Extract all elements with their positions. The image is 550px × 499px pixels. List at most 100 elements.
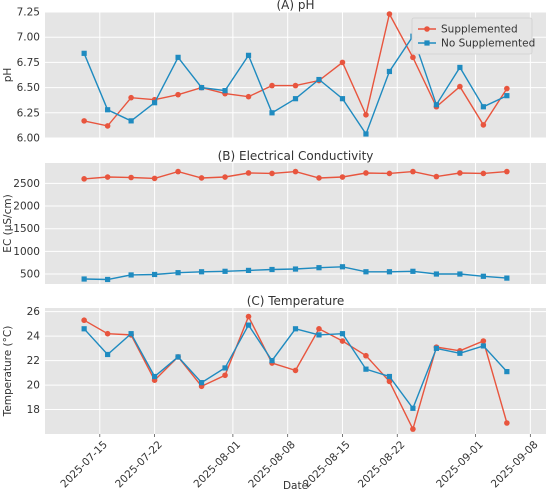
data-point-circle [410,54,416,61]
data-point-square [316,265,322,271]
x-axis-label: Date [283,480,308,492]
data-point-square [198,85,205,91]
data-point-circle [480,122,487,128]
x-tick-label: 2025-08-01 [191,439,243,491]
data-point-circle [175,168,181,175]
panel-2: 500 1000 1500 2000 2500 (B) Electrical Conduc… [2,149,546,284]
data-point-square [386,269,393,275]
data-point-square [316,76,322,83]
data-point-circle [292,367,299,374]
x-tick-label: 2025-08-15 [301,439,353,491]
data-point-circle [363,170,369,176]
legend-marker [424,26,430,32]
data-point-square [292,96,299,102]
data-point-square [198,380,205,386]
data-point-circle [504,85,510,92]
data-point-circle [222,372,228,379]
data-point-circle [480,170,487,177]
data-point-square [245,322,252,328]
data-point-square [269,358,275,364]
y-tick-label: 1000 [13,246,40,258]
data-point-square [504,275,510,281]
x-tick-label: 2025-09-01 [434,439,486,491]
data-point-circle [363,352,369,359]
data-point-circle [339,174,346,180]
legend: Supplemented No Supplemented [411,17,535,55]
data-point-circle [457,170,463,176]
y-tick-label: 7.00 [17,32,40,44]
data-point-circle [504,168,510,175]
data-point-square [339,264,346,270]
data-point-circle [386,170,393,177]
data-point-square [151,271,158,278]
panel-title: (B) Electrical Conductivity [218,149,374,163]
data-point-square [269,266,275,273]
data-point-circle [339,59,346,66]
data-point-square [105,351,111,358]
data-point-circle [410,426,416,432]
data-point-square [81,276,87,282]
y-axis-label: pH [2,68,14,83]
data-point-square [128,272,134,278]
y-tick-label: 18 [27,404,40,416]
legend-label: Supplemented [441,24,518,36]
panel-1: 6.00 6.25 6.50 6.75 7.00 7.25 (A) pH pH Suppleme… [2,0,546,145]
data-point-square [480,343,486,349]
data-point-circle [292,82,299,89]
data-point-circle [128,94,134,101]
data-point-circle [151,175,158,182]
data-point-circle [480,338,487,344]
y-axis-label: Temperature (°C) [2,326,14,418]
data-point-circle [198,175,205,181]
data-point-circle [457,83,463,90]
data-point-square [316,332,322,338]
data-point-square [410,268,416,274]
y-tick-label: 24 [27,331,41,343]
y-tick-label: 2000 [13,201,40,213]
panel-3: 18 20 22 24 26 (C) Temperature Temperature (°C… [2,294,546,492]
data-point-square [433,102,440,108]
y-tick-label: 26 [27,306,41,318]
data-point-square [81,50,87,56]
x-tick-label: 2025-07-22 [113,439,165,491]
data-point-circle [316,325,322,332]
y-tick-label: 1500 [13,223,40,235]
legend-marker [424,40,430,46]
y-tick-label: 6.75 [17,57,40,69]
panel-title: (C) Temperature [247,294,345,308]
y-tick-label: 20 [27,380,40,392]
data-point-square [363,131,369,137]
data-point-square [339,96,346,102]
data-point-square [457,350,463,356]
y-tick-label: 6.25 [17,107,40,119]
data-point-circle [363,112,369,118]
data-point-square [339,331,346,337]
data-point-circle [410,168,416,175]
data-point-square [363,366,369,372]
data-point-square [433,271,440,277]
data-point-square [105,276,111,283]
data-point-square [457,64,463,71]
legend-label: No Supplemented [441,38,535,50]
plot-background [45,163,546,284]
data-point-square [175,354,181,360]
data-point-circle [386,378,393,385]
data-point-circle [433,173,440,180]
data-point-square [175,54,181,60]
data-point-circle [292,168,299,175]
data-point-circle [245,170,252,176]
data-point-square [222,88,228,94]
data-point-circle [104,123,111,129]
data-point-square [410,405,416,411]
legend-box [411,17,533,55]
data-point-square [128,331,134,337]
data-point-circle [104,330,111,337]
y-tick-label: 22 [27,355,40,367]
y-tick-label: 7.25 [17,7,40,19]
data-point-circle [222,174,228,180]
data-point-circle [81,317,87,324]
y-tick-label: 2500 [13,178,40,190]
data-point-circle [245,93,252,100]
data-point-square [386,373,393,380]
